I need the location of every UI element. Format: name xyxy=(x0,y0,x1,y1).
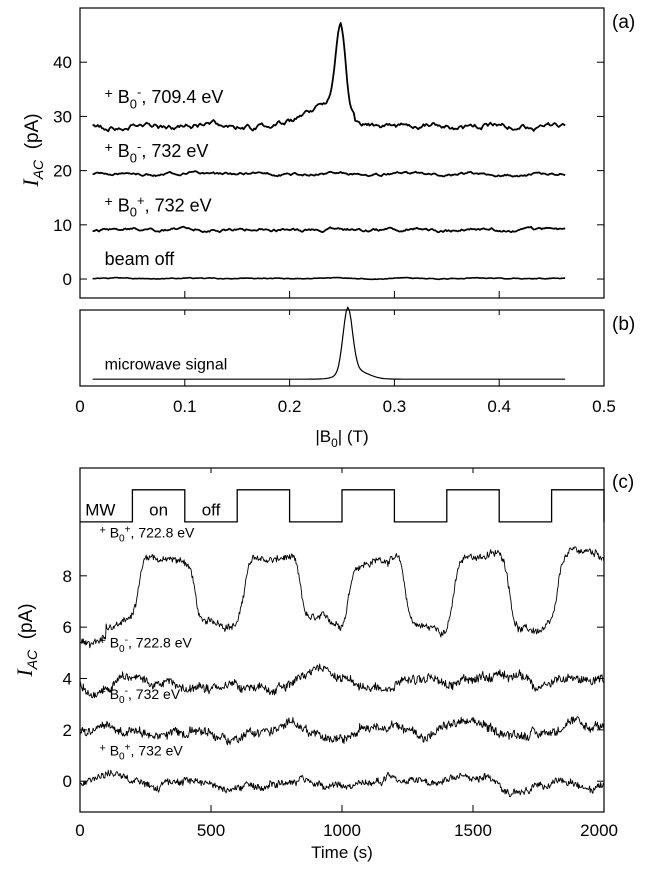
microwave-signal-line xyxy=(92,305,566,380)
panel-c-label: (c) xyxy=(612,472,634,493)
panel-c-mw-trace: MW on off xyxy=(80,489,605,523)
panel-ab-xlabel: |B0| (T) xyxy=(315,427,368,450)
panel-c-series xyxy=(79,546,605,798)
panel-c-series-labels: + B0+, 722.8 eV + B0-, 722.8 eV + B0-, 732… xyxy=(99,524,195,762)
x-tick-label: 0.3 xyxy=(383,397,407,416)
panel-a-series xyxy=(92,22,566,281)
y-tick-label: 30 xyxy=(53,107,72,126)
series-label: + B0-, 709.4 eV xyxy=(105,85,224,112)
panel-b: (b) microwave signal 0 0.1 0.2 0.3 0.4 0.5 |B… xyxy=(75,291,635,450)
x-tick-label: 0.4 xyxy=(487,397,511,416)
series-line xyxy=(92,22,566,133)
y-tick-label: 4 xyxy=(63,670,72,689)
series-line xyxy=(92,170,566,178)
series-line xyxy=(79,716,605,746)
panel-ab-xticks: 0 0.1 0.2 0.3 0.4 0.5 xyxy=(75,291,616,416)
series-label: + B0+, 722.8 eV xyxy=(99,524,195,544)
y-tick-label: 10 xyxy=(53,216,72,235)
y-tick-label: 2 xyxy=(63,721,72,740)
mw-label: MW xyxy=(85,500,115,519)
mw-off-label: off xyxy=(202,500,221,519)
series-label: + B0-, 722.8 eV xyxy=(99,635,192,655)
panel-a-yticks: 0 10 20 30 40 xyxy=(53,53,604,289)
panel-c: (c) IAC (pA) 0 2 4 6 8 0 500 1000 1500 2000 MW on… xyxy=(12,467,634,862)
y-axis-label: IAC (pA) xyxy=(18,113,46,187)
x-tick-label: 0.1 xyxy=(173,397,197,416)
panel-c-xticks: 0 500 1000 1500 2000 xyxy=(75,468,618,840)
panel-c-yticks: 0 2 4 6 8 xyxy=(63,567,604,791)
series-label: + B0+, 732 eV xyxy=(99,743,183,763)
series-line xyxy=(79,663,605,699)
x-tick-label: 2000 xyxy=(580,821,618,840)
y-tick-label: 0 xyxy=(63,772,72,791)
x-tick-label: 0 xyxy=(75,397,84,416)
x-axis-label: |B0| (T) xyxy=(315,427,368,450)
x-tick-label: 0 xyxy=(75,821,84,840)
x-tick-label: 0.2 xyxy=(278,397,302,416)
y-tick-label: 6 xyxy=(63,618,72,637)
panel-a-series-labels: + B0-, 709.4 eV + B0-, 732 eV + B0+, 732 e… xyxy=(105,85,224,269)
microwave-signal-label: microwave signal xyxy=(105,356,228,373)
series-label: + B0+, 732 eV xyxy=(105,193,212,220)
series-line xyxy=(92,225,566,234)
x-tick-label: 0.5 xyxy=(592,397,616,416)
y-axis-label: IAC (pA) xyxy=(12,603,40,677)
y-tick-label: 8 xyxy=(63,567,72,586)
series-line xyxy=(79,546,605,649)
y-tick-label: 0 xyxy=(63,270,72,289)
series-label: + B0-, 732 eV xyxy=(99,686,180,706)
x-tick-label: 1500 xyxy=(454,821,492,840)
series-line xyxy=(92,276,566,281)
x-tick-label: 1000 xyxy=(323,821,361,840)
panel-b-series xyxy=(92,305,566,380)
panel-c-xlabel: Time (s) xyxy=(311,843,373,862)
y-tick-label: 20 xyxy=(53,162,72,181)
panel-b-label: (b) xyxy=(612,314,635,335)
series-label: beam off xyxy=(105,249,176,269)
y-tick-label: 40 xyxy=(53,53,72,72)
mw-square-wave xyxy=(80,489,605,523)
series-label: + B0-, 732 eV xyxy=(105,139,209,166)
series-line xyxy=(79,769,605,798)
panel-a-label: (a) xyxy=(612,12,635,33)
panel-b-frame xyxy=(79,309,605,387)
mw-on-label: on xyxy=(149,500,168,519)
panel-a-ylabel: IAC (pA) xyxy=(18,113,46,187)
panel-b-series-labels: microwave signal xyxy=(105,356,228,373)
panel-c-ylabel: IAC (pA) xyxy=(12,603,40,677)
x-tick-label: 500 xyxy=(197,821,225,840)
panel-a-frame xyxy=(79,7,605,299)
